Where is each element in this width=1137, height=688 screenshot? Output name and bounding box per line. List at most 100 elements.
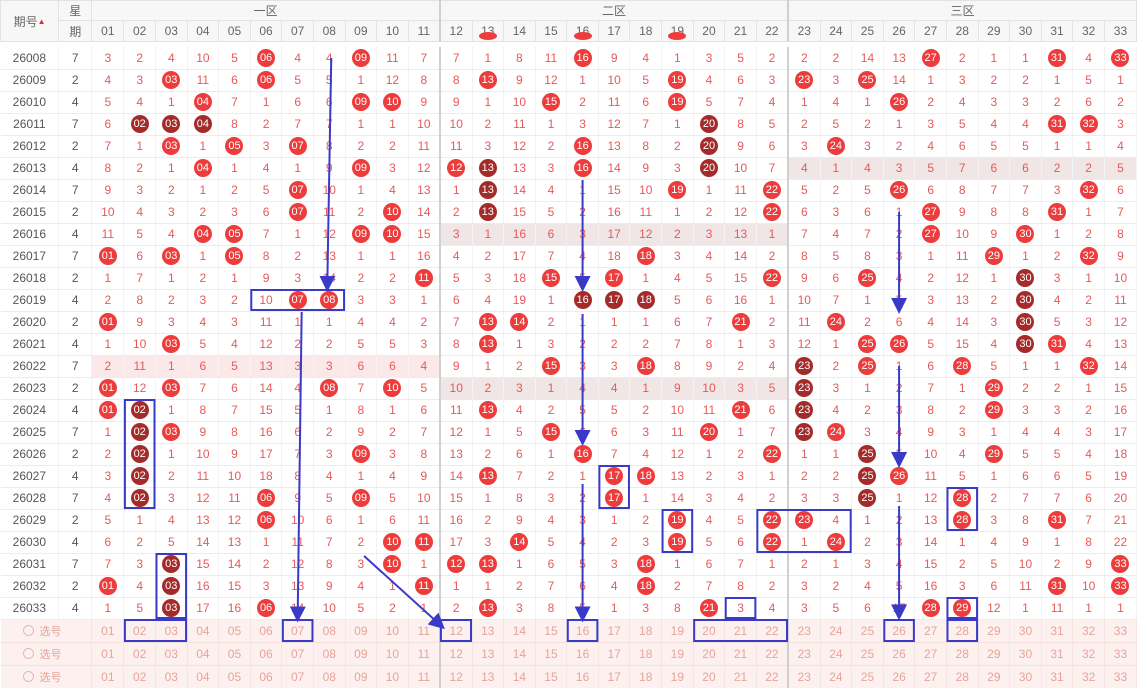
select-number-option[interactable]: 11 (408, 642, 441, 666)
select-number-option[interactable]: 17 (598, 642, 631, 666)
select-number-option[interactable]: 10 (376, 642, 409, 666)
select-number-option[interactable]: 26 (883, 619, 916, 643)
select-number-option[interactable]: 21 (724, 665, 757, 688)
select-number-option[interactable]: 02 (123, 642, 156, 666)
select-number-option[interactable]: 12 (439, 665, 473, 688)
select-number-option[interactable]: 31 (1041, 642, 1074, 666)
select-number-option[interactable]: 05 (218, 619, 251, 643)
select-number-option[interactable]: 07 (281, 619, 314, 643)
select-number-option[interactable]: 12 (439, 619, 473, 643)
sort-icon[interactable]: ▲ (37, 16, 46, 26)
select-number-option[interactable]: 27 (914, 619, 947, 643)
select-number-option[interactable]: 01 (91, 642, 125, 666)
select-number-option[interactable]: 14 (503, 619, 536, 643)
select-number-option[interactable]: 20 (693, 642, 726, 666)
select-number-option[interactable]: 06 (250, 665, 283, 688)
select-number-option[interactable]: 03 (155, 642, 188, 666)
select-number-option[interactable]: 31 (1041, 619, 1074, 643)
select-number-option[interactable]: 16 (566, 619, 599, 643)
select-number-option[interactable]: 15 (535, 665, 568, 688)
select-number-option[interactable]: 05 (218, 665, 251, 688)
select-number-option[interactable]: 33 (1104, 619, 1137, 643)
select-number-option[interactable]: 07 (281, 665, 314, 688)
select-number-option[interactable]: 27 (914, 665, 947, 688)
select-number-option[interactable]: 23 (788, 665, 821, 688)
select-number-option[interactable]: 19 (661, 619, 694, 643)
select-number-option[interactable]: 30 (1009, 619, 1042, 643)
select-number-option[interactable]: 03 (155, 619, 188, 643)
select-number-option[interactable]: 29 (978, 619, 1011, 643)
select-number-option[interactable]: 25 (851, 619, 884, 643)
select-number-option[interactable]: 04 (187, 642, 220, 666)
select-number-option[interactable]: 18 (629, 665, 663, 688)
select-number-option[interactable]: 24 (820, 619, 853, 643)
select-number-option[interactable]: 05 (218, 642, 251, 666)
select-number-option[interactable]: 23 (788, 619, 821, 643)
select-number-option[interactable]: 30 (1009, 665, 1042, 688)
select-number-option[interactable]: 01 (91, 665, 125, 688)
select-number-option[interactable]: 10 (376, 619, 409, 643)
select-number-option[interactable]: 21 (724, 642, 757, 666)
period-header[interactable]: 期号▲ (0, 0, 60, 42)
select-number-option[interactable]: 24 (820, 665, 853, 688)
select-number-option[interactable]: 20 (693, 619, 726, 643)
select-number-option[interactable]: 17 (598, 619, 631, 643)
select-number-option[interactable]: 04 (187, 619, 220, 643)
select-number-option[interactable]: 06 (250, 642, 283, 666)
select-number-option[interactable]: 20 (693, 665, 726, 688)
select-number-option[interactable]: 13 (472, 642, 505, 666)
select-number-option[interactable]: 08 (313, 642, 346, 666)
select-number-option[interactable]: 32 (1072, 642, 1105, 666)
select-number-option[interactable]: 01 (91, 619, 125, 643)
select-number-option[interactable]: 23 (788, 642, 821, 666)
select-number-option[interactable]: 02 (123, 619, 156, 643)
select-number-option[interactable]: 16 (566, 642, 599, 666)
select-number-option[interactable]: 27 (914, 642, 947, 666)
select-number-option[interactable]: 13 (472, 619, 505, 643)
select-number-option[interactable]: 22 (756, 665, 789, 688)
select-number-option[interactable]: 19 (661, 642, 694, 666)
select-number-option[interactable]: 17 (598, 665, 631, 688)
select-number-option[interactable]: 18 (629, 619, 663, 643)
select-number-option[interactable]: 09 (345, 665, 378, 688)
select-number-option[interactable]: 30 (1009, 642, 1042, 666)
radio-icon[interactable] (22, 624, 34, 636)
select-number-option[interactable]: 08 (313, 665, 346, 688)
select-number-option[interactable]: 06 (250, 619, 283, 643)
select-number-option[interactable]: 16 (566, 665, 599, 688)
select-number-option[interactable]: 03 (155, 665, 188, 688)
select-number-option[interactable]: 09 (345, 619, 378, 643)
select-number-option[interactable]: 02 (123, 665, 156, 688)
select-number-option[interactable]: 26 (883, 642, 916, 666)
select-number-option[interactable]: 22 (756, 619, 789, 643)
select-number-option[interactable]: 29 (978, 665, 1011, 688)
select-number-option[interactable]: 14 (503, 665, 536, 688)
select-number-option[interactable]: 12 (439, 642, 473, 666)
select-number-option[interactable]: 25 (851, 665, 884, 688)
select-number-option[interactable]: 29 (978, 642, 1011, 666)
select-number-option[interactable]: 04 (187, 665, 220, 688)
select-number-option[interactable]: 32 (1072, 619, 1105, 643)
select-number-option[interactable]: 11 (408, 665, 441, 688)
select-number-option[interactable]: 33 (1104, 642, 1137, 666)
select-row-label[interactable]: 选号 (0, 665, 93, 688)
select-row-label[interactable]: 选号 (0, 619, 93, 643)
select-number-option[interactable]: 15 (535, 642, 568, 666)
select-number-option[interactable]: 26 (883, 665, 916, 688)
select-number-option[interactable]: 15 (535, 619, 568, 643)
select-number-option[interactable]: 21 (724, 619, 757, 643)
select-number-option[interactable]: 31 (1041, 665, 1074, 688)
select-number-option[interactable]: 11 (408, 619, 441, 643)
select-number-option[interactable]: 14 (503, 642, 536, 666)
select-number-option[interactable]: 28 (946, 642, 979, 666)
select-number-option[interactable]: 24 (820, 642, 853, 666)
radio-icon[interactable] (22, 670, 34, 682)
select-number-option[interactable]: 25 (851, 642, 884, 666)
select-number-option[interactable]: 13 (472, 665, 505, 688)
select-row-label[interactable]: 选号 (0, 642, 93, 666)
select-number-option[interactable]: 22 (756, 642, 789, 666)
select-number-option[interactable]: 28 (946, 665, 979, 688)
select-number-option[interactable]: 08 (313, 619, 346, 643)
select-number-option[interactable]: 33 (1104, 665, 1137, 688)
radio-icon[interactable] (22, 647, 34, 659)
